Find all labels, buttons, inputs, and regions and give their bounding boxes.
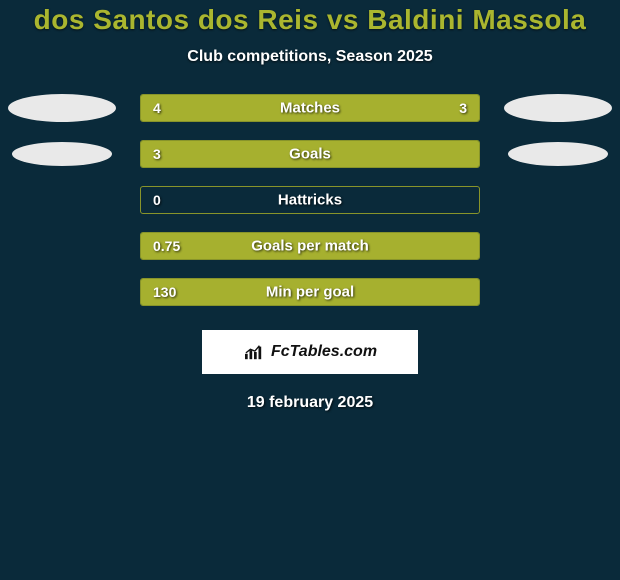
player-marker-left <box>12 142 112 166</box>
stat-bar: 0.75Goals per match <box>140 232 480 260</box>
bar-fill-left <box>141 95 334 121</box>
brand-box[interactable]: FcTables.com <box>202 330 418 374</box>
date-label: 19 february 2025 <box>247 394 373 412</box>
stat-bar: 4Matches3 <box>140 94 480 122</box>
stat-row: 3Goals <box>0 140 620 168</box>
right-ellipse-slot <box>498 94 618 122</box>
stat-bar: 130Min per goal <box>140 278 480 306</box>
player-marker-right <box>508 142 608 166</box>
stat-value-left: 0 <box>153 192 161 208</box>
stat-rows: 4Matches3 3Goals 0Hattricks 0.75Goals per m… <box>0 94 620 306</box>
bar-fill-left <box>141 233 479 259</box>
stat-bar: 3Goals <box>140 140 480 168</box>
page-title: dos Santos dos Reis vs Baldini Massola <box>34 4 587 36</box>
left-ellipse-slot <box>2 94 122 122</box>
bar-fill-left <box>141 141 479 167</box>
left-ellipse-slot <box>2 142 122 166</box>
bar-chart-icon <box>243 343 265 361</box>
stat-row: 0Hattricks <box>0 186 620 214</box>
stat-label: Hattricks <box>141 192 479 209</box>
comparison-widget: dos Santos dos Reis vs Baldini Massola C… <box>0 0 620 412</box>
stat-row: 130Min per goal <box>0 278 620 306</box>
brand-text: FcTables.com <box>271 343 377 361</box>
stat-row: 4Matches3 <box>0 94 620 122</box>
stat-row: 0.75Goals per match <box>0 232 620 260</box>
right-ellipse-slot <box>498 142 618 166</box>
player-marker-right <box>504 94 612 122</box>
player-marker-left <box>8 94 116 122</box>
bar-fill-right <box>334 95 479 121</box>
subtitle: Club competitions, Season 2025 <box>187 48 432 66</box>
bar-fill-left <box>141 279 479 305</box>
stat-bar: 0Hattricks <box>140 186 480 214</box>
